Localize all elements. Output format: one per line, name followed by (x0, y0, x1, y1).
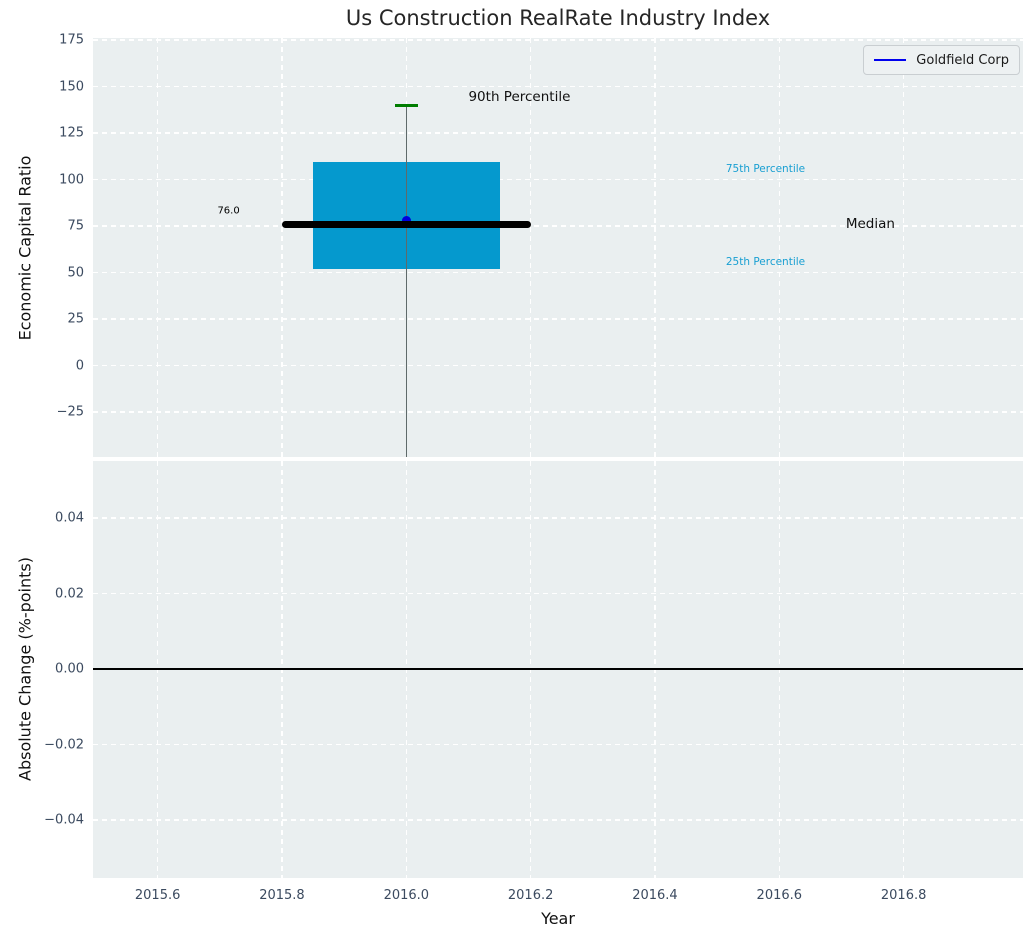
y-tick-label: −0.02 (44, 737, 84, 753)
gridline-vertical (778, 38, 781, 457)
gridline-horizontal (93, 132, 1023, 134)
gridline-horizontal (93, 318, 1023, 320)
gridline-vertical (281, 38, 283, 457)
gridline-vertical (654, 38, 656, 457)
x-tick-label: 2016.4 (632, 888, 678, 903)
x-tick-label: 2016.6 (756, 888, 803, 903)
y-tick-label: 100 (59, 172, 84, 188)
y-tick-label: 150 (59, 79, 84, 95)
x-tick-label: 2016.2 (507, 888, 554, 903)
annotation-25th-percentile: 25th Percentile (725, 256, 806, 269)
annotation-90th-percentile: 90th Percentile (468, 88, 571, 105)
legend-line-sample-icon (874, 59, 907, 61)
legend: Goldfield Corp (863, 45, 1020, 75)
whisker-line (405, 105, 408, 457)
y-tick-label: 125 (59, 125, 84, 141)
annotation-median: Median (845, 216, 895, 233)
x-tick-label: 2016.8 (880, 888, 927, 903)
gridline-vertical (902, 38, 905, 457)
y-tick-label: 0.02 (55, 586, 84, 602)
y-tick-label: −0.04 (44, 812, 84, 828)
gridline-horizontal (93, 85, 1023, 88)
y-tick-label: 25 (67, 311, 84, 327)
x-tick-label: 2015.6 (134, 888, 181, 903)
gridline-horizontal (93, 592, 1023, 595)
gridline-horizontal (93, 517, 1023, 519)
gridline-horizontal (93, 743, 1023, 746)
gridline-horizontal (93, 411, 1023, 413)
x-tick-label: 2016.0 (383, 888, 430, 903)
gridline-horizontal (93, 819, 1023, 821)
median-line (281, 220, 531, 228)
y-tick-label: 0.04 (55, 510, 84, 526)
gridline-horizontal (93, 364, 1023, 367)
ylabel-absolute-change: Absolute Change (%-points) (15, 557, 35, 781)
y-tick-label: −25 (56, 404, 84, 420)
gridline-vertical (529, 38, 532, 457)
chart-title: Us Construction RealRate Industry Index (345, 6, 771, 30)
y-tick-label: 0 (75, 358, 84, 373)
gridline-horizontal (93, 39, 1023, 41)
y-tick-label: 0.00 (55, 661, 84, 677)
axes-top-economic-capital-ratio: 76.0 90th Percentile 75th Percentile Median… (93, 38, 1023, 457)
x-tick-label: 2015.8 (259, 888, 305, 903)
y-tick-label: 175 (59, 32, 84, 48)
axes-bottom-absolute-change (93, 461, 1023, 878)
y-tick-label: 50 (67, 265, 84, 280)
zero-line (93, 668, 1023, 670)
whisker-cap-90th-percentile (394, 103, 419, 107)
series-marker-goldfield-corp (401, 215, 411, 225)
gridline-horizontal (93, 178, 1023, 181)
gridline-vertical (156, 38, 159, 457)
ylabel-economic-capital-ratio: Economic Capital Ratio (15, 155, 35, 341)
y-tick-label: 75 (67, 218, 84, 234)
annotation-75th-percentile: 75th Percentile (725, 162, 806, 175)
annotation-76-0: 76.0 (217, 205, 240, 217)
gridline-horizontal (93, 225, 1023, 227)
gridline-horizontal (93, 271, 1023, 274)
xlabel-year: Year (541, 909, 575, 928)
legend-label: Goldfield Corp (916, 52, 1009, 68)
